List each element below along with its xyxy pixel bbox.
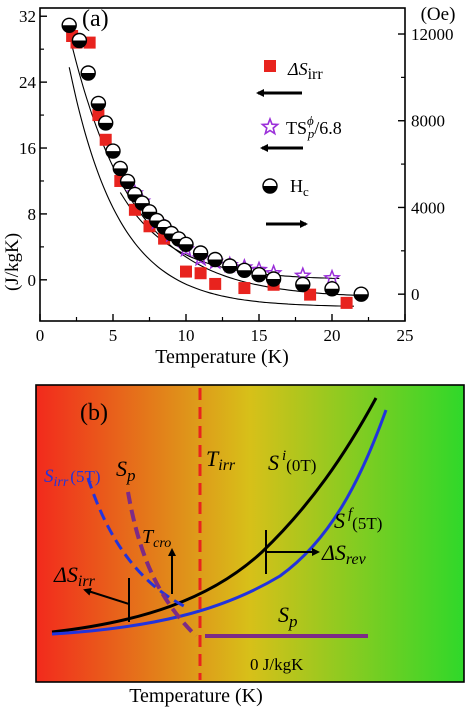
dsirr-point (209, 277, 222, 290)
panel-a: (a) (J/kgK) (Oe) Temperature (K) 0 5 10 15 2… (2, 4, 455, 368)
y-tick-label: 32 (19, 7, 36, 26)
s-irr-curve (86, 477, 189, 610)
x-axis-label: Temperature (K) (155, 346, 289, 368)
fit-line-dsirr (68, 67, 354, 307)
hc-point (119, 173, 136, 190)
y2-tick-label: 0 (411, 285, 420, 304)
legend-label-hc: Hc (290, 176, 309, 199)
x-ticks: 0 5 10 15 20 25 (36, 314, 414, 345)
legend-label-dsirr: ΔSirr (287, 59, 323, 83)
panel-a-label: (a) (82, 6, 109, 32)
s-i-curve (51, 397, 378, 634)
hc-point (97, 115, 114, 131)
panel-b-label: (b) (80, 400, 108, 426)
y2-ticks: 0 4000 8000 12000 (398, 25, 454, 304)
hc-point (105, 143, 121, 159)
x-tick-label: 10 (178, 326, 195, 345)
legend-marker-hc (262, 178, 278, 194)
t-cro-label: Tcro (142, 526, 171, 551)
hc-point (324, 281, 340, 297)
y-tick-label: 8 (28, 205, 37, 224)
dsirr-point (340, 296, 353, 309)
y2-tick-label: 12000 (411, 25, 454, 44)
s-p-top-label: Sp (116, 456, 136, 485)
hc-point (295, 276, 311, 293)
hc-point (71, 32, 88, 49)
dsirr-point (304, 288, 317, 301)
dsirr-point (99, 133, 112, 146)
hc-point (265, 271, 282, 287)
hc-point (192, 245, 209, 261)
y2-tick-label: 4000 (411, 198, 445, 217)
hc-point (207, 251, 223, 268)
hc-point (90, 95, 107, 112)
y-tick-label: 24 (19, 73, 37, 92)
legend-marker-tsp (260, 116, 280, 136)
hc-point (178, 236, 194, 253)
y-tick-label: 0 (28, 271, 37, 290)
zero-label: 0 J/kgK (250, 655, 304, 674)
hc-point (80, 65, 96, 81)
legend: ΔSirr TSϕ p/6.8 Hc (256, 59, 342, 228)
hc-point (251, 267, 267, 283)
right-axis-label: (Oe) (421, 4, 456, 25)
s-p-bottom-label: Sp (278, 602, 298, 631)
ds-irr-arrow (83, 588, 130, 605)
panel-b-xlabel: Temperature (K) (129, 685, 263, 707)
s-irr-label: Sirr (5T) (44, 466, 101, 490)
x-tick-label: 0 (36, 326, 45, 345)
t-irr-label: Tirr (206, 446, 236, 474)
left-axis-label: (J/kgK) (2, 233, 23, 291)
hc-point (61, 17, 77, 33)
legend-marker-dsirr (264, 60, 276, 72)
ds-rev-label: ΔSrev (321, 540, 367, 568)
y2-tick-label: 8000 (411, 112, 445, 131)
s-f-curve (51, 409, 388, 636)
dsirr-point (238, 282, 251, 295)
hc-point (222, 258, 238, 274)
hc-point (353, 286, 369, 302)
hc-point (236, 262, 253, 278)
y-ticks: 0 8 16 24 32 (19, 7, 47, 290)
legend-label-tsp: TSϕ p/6.8 (286, 113, 342, 141)
y-tick-label: 16 (19, 139, 36, 158)
x-tick-label: 25 (397, 326, 414, 345)
x-tick-label: 5 (109, 326, 118, 345)
x-tick-label: 20 (324, 326, 341, 345)
ds-irr-label: ΔSirr (53, 562, 96, 590)
dsirr-point (180, 265, 192, 278)
x-tick-label: 15 (251, 326, 268, 345)
series-hc (61, 17, 369, 302)
dsirr-point (194, 267, 207, 280)
hc-point (112, 160, 129, 177)
s-p-falling (126, 491, 198, 638)
panel-b-background (35, 384, 465, 683)
